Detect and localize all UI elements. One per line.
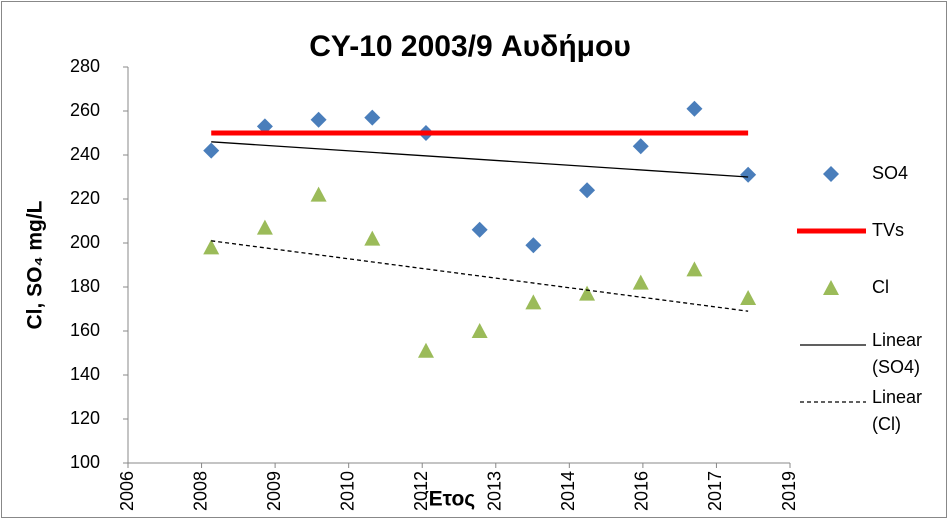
- chart-title: CY-10 2003/9 Αυδήμου: [309, 30, 631, 63]
- data-point: [203, 239, 220, 255]
- legend-marker: [823, 280, 839, 295]
- x-tick-label: 2013: [485, 471, 505, 511]
- y-tick-label: 240: [70, 144, 100, 164]
- data-point: [686, 100, 703, 117]
- x-tick-label: 2016: [632, 471, 652, 511]
- y-tick-label: 120: [70, 408, 100, 428]
- data-point: [632, 138, 649, 155]
- y-tick-label: 280: [70, 56, 100, 76]
- legend-marker: [823, 166, 839, 182]
- x-tick-label: 2014: [558, 471, 578, 511]
- data-point: [203, 142, 220, 159]
- data-point: [471, 323, 488, 338]
- y-tick-label: 200: [70, 232, 100, 252]
- series-line: [211, 141, 749, 178]
- data-point: [310, 186, 327, 202]
- legend-label: Linear (Cl): [872, 387, 922, 434]
- y-tick-label: 100: [70, 452, 100, 472]
- data-point: [740, 290, 757, 305]
- x-tick-label: 2012: [411, 471, 431, 511]
- x-tick-label: 2006: [117, 471, 137, 511]
- data-point: [579, 285, 596, 301]
- x-tick-label: 2010: [337, 471, 357, 511]
- data-point: [364, 230, 381, 246]
- y-tick-label: 140: [70, 364, 100, 384]
- data-point: [740, 166, 757, 183]
- x-tick-label: 2019: [779, 471, 799, 511]
- data-point: [256, 118, 273, 135]
- legend-label: SO4: [872, 163, 908, 183]
- data-point: [417, 342, 434, 358]
- legend-label: Linear (SO4): [872, 330, 922, 377]
- data-point: [471, 221, 488, 238]
- legend-label: Cl: [872, 277, 889, 297]
- y-tick-label: 260: [70, 100, 100, 120]
- x-axis-label: Έτος: [425, 488, 476, 511]
- legend-label: TVs: [872, 220, 904, 240]
- data-point: [256, 219, 273, 235]
- data-point: [364, 109, 381, 126]
- data-point: [525, 237, 542, 254]
- data-point: [525, 294, 542, 310]
- data-point: [632, 274, 649, 290]
- x-tick-label: 2008: [190, 471, 210, 511]
- x-tick-label: 2017: [705, 471, 725, 511]
- y-tick-label: 220: [70, 188, 100, 208]
- data-point: [579, 182, 596, 199]
- data-point: [310, 111, 327, 128]
- series-line: [211, 240, 749, 312]
- y-axis-label: Cl, SO₄ mg/L: [24, 200, 47, 329]
- y-tick-label: 180: [70, 276, 100, 296]
- y-tick-label: 160: [70, 320, 100, 340]
- x-tick-label: 2009: [264, 471, 284, 511]
- data-point: [686, 261, 703, 277]
